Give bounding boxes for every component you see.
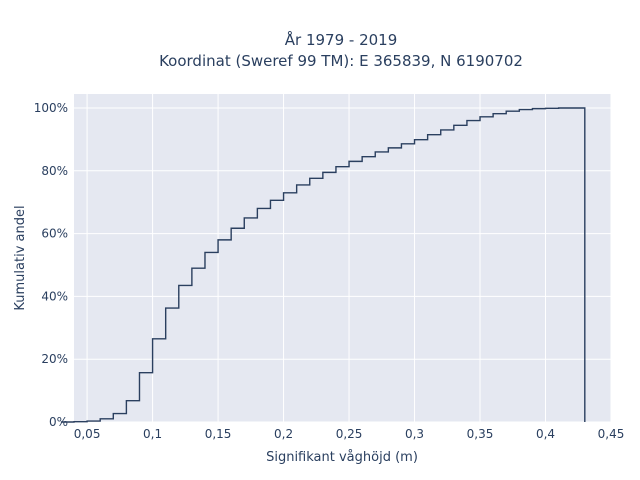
x-tick-label: 0,1 <box>143 427 162 441</box>
chart-subtitle: Koordinat (Sweref 99 TM): E 365839, N 61… <box>159 52 523 70</box>
x-tick-label: 0,15 <box>205 427 232 441</box>
y-tick-label: 0% <box>49 415 68 429</box>
x-tick-label: 0,05 <box>74 427 101 441</box>
x-tick-label: 0,2 <box>274 427 293 441</box>
plot-area <box>74 94 611 422</box>
x-tick-label: 0,4 <box>536 427 555 441</box>
y-tick-label: 80% <box>41 164 68 178</box>
cumulative-step-line <box>60 107 586 423</box>
y-tick-label: 20% <box>41 352 68 366</box>
x-tick-label: 0,3 <box>405 427 424 441</box>
y-tick-label: 100% <box>34 101 68 115</box>
x-tick-label: 0,45 <box>598 427 625 441</box>
grid-layer <box>74 94 612 423</box>
x-tick-label: 0,25 <box>336 427 363 441</box>
x-axis-label: Signifikant våghöjd (m) <box>266 450 418 465</box>
chart-title: År 1979 - 2019 <box>285 30 398 49</box>
x-tick-label: 0,35 <box>467 427 494 441</box>
y-tick-labels: 0% 20% 40% 60% 80% 100% <box>34 101 68 429</box>
y-axis-label: Kumulativ andel <box>13 205 28 310</box>
y-tick-label: 40% <box>41 289 68 303</box>
y-tick-label: 60% <box>41 227 68 241</box>
x-tick-labels: 0,05 0,1 0,15 0,2 0,25 0,3 0,35 0,4 0,45 <box>74 427 625 441</box>
